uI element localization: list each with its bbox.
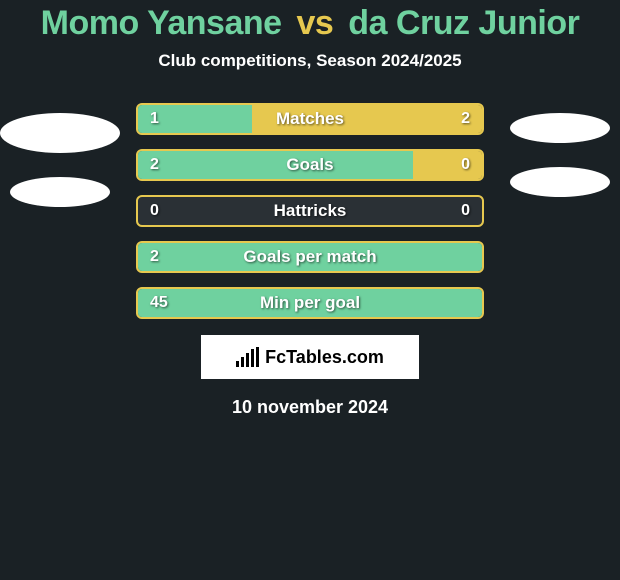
stat-bar-label: Min per goal (138, 289, 482, 317)
footer-logo: FcTables.com (201, 335, 419, 379)
stat-bar-row: 2Goals per match (136, 241, 484, 273)
footer-logo-text: FcTables.com (265, 347, 384, 368)
avatar-placeholder (0, 113, 120, 153)
stat-bar-row: 12Matches (136, 103, 484, 135)
comparison-infographic: Momo Yansane vs da Cruz Junior Club comp… (0, 0, 620, 418)
stat-bar-label: Goals (138, 151, 482, 179)
stat-bar-row: 00Hattricks (136, 195, 484, 227)
stat-bar-label: Goals per match (138, 243, 482, 271)
avatar-placeholder (510, 113, 610, 143)
avatar-column-left (0, 103, 120, 207)
logo-chart-icon (236, 347, 259, 367)
stat-bars: 12Matches 20Goals 00Hattricks 2Goals per ma… (136, 103, 484, 319)
stat-bar-row: 45Min per goal (136, 287, 484, 319)
stat-bar-row: 20Goals (136, 149, 484, 181)
title-player-left: Momo Yansane (41, 4, 282, 42)
compare-area: 12Matches 20Goals 00Hattricks 2Goals per ma… (0, 103, 620, 319)
title-vs: vs (297, 4, 334, 42)
stat-bar-label: Matches (138, 105, 482, 133)
subtitle: Club competitions, Season 2024/2025 (0, 51, 620, 71)
avatar-placeholder (10, 177, 110, 207)
footer-date: 10 november 2024 (0, 397, 620, 418)
avatar-placeholder (510, 167, 610, 197)
avatar-column-right (500, 103, 620, 197)
title-player-right: da Cruz Junior (348, 4, 579, 42)
page-title: Momo Yansane vs da Cruz Junior (0, 4, 620, 43)
stat-bar-label: Hattricks (138, 197, 482, 225)
